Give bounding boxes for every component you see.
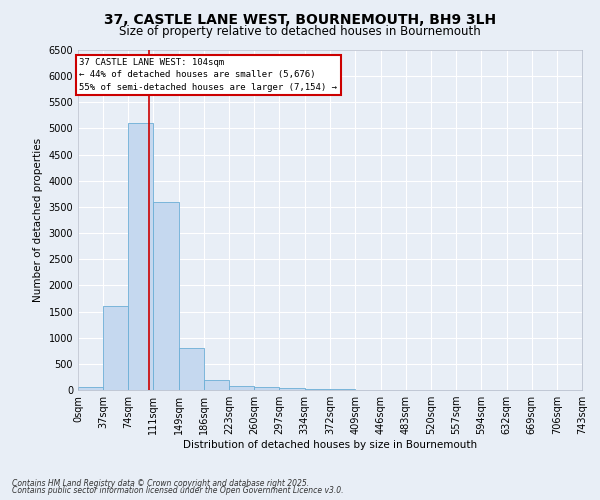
Text: Contains public sector information licensed under the Open Government Licence v3: Contains public sector information licen… [12,486,343,495]
Bar [280,388,305,390]
Bar [254,387,280,390]
Bar [78,388,103,390]
Text: 37, CASTLE LANE WEST, BOURNEMOUTH, BH9 3LH: 37, CASTLE LANE WEST, BOURNEMOUTH, BH9 3… [104,12,496,26]
Bar [128,123,153,390]
Text: Contains HM Land Registry data © Crown copyright and database right 2025.: Contains HM Land Registry data © Crown c… [12,478,309,488]
Bar [305,389,331,390]
Bar [229,386,254,390]
Text: 37 CASTLE LANE WEST: 104sqm
← 44% of detached houses are smaller (5,676)
55% of : 37 CASTLE LANE WEST: 104sqm ← 44% of det… [79,58,337,92]
Bar [103,306,128,390]
Text: Size of property relative to detached houses in Bournemouth: Size of property relative to detached ho… [119,25,481,38]
Bar [153,202,179,390]
Bar [179,348,204,390]
Y-axis label: Number of detached properties: Number of detached properties [33,138,43,302]
X-axis label: Distribution of detached houses by size in Bournemouth: Distribution of detached houses by size … [183,440,477,450]
Bar [204,380,229,390]
